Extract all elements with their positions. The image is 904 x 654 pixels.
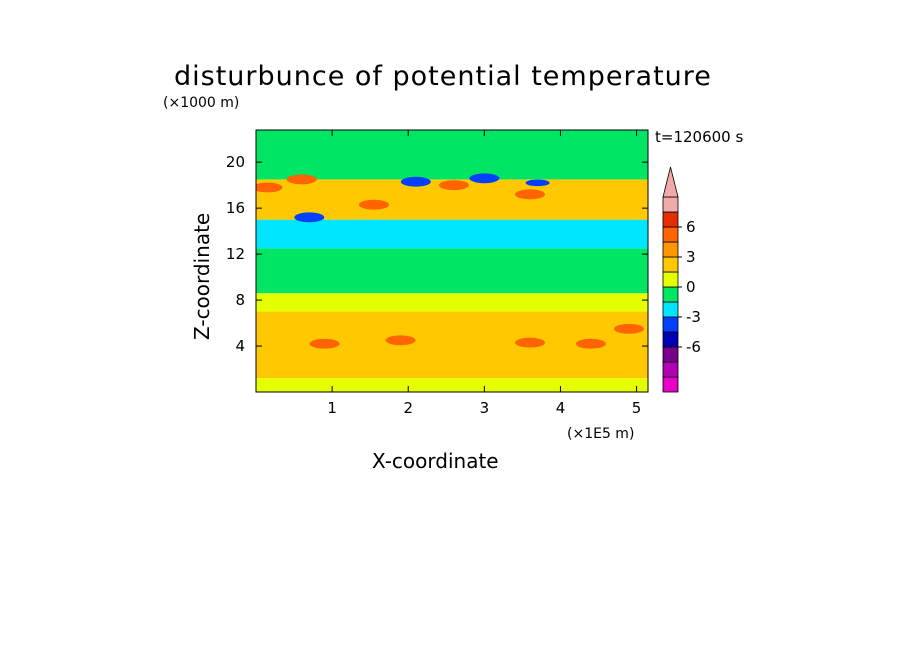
colorbar-swatch — [662, 271, 679, 288]
field-feature-11 — [515, 337, 546, 348]
chart-title: disturbunce of potential temperature — [174, 61, 712, 92]
field-layer-3 — [256, 248, 648, 294]
colorbar-swatch — [662, 241, 679, 258]
colorbar-swatch — [662, 361, 679, 378]
x-tick-label: 1 — [327, 399, 337, 417]
x-tick-label: 2 — [403, 399, 413, 417]
x-axis: 1 2 3 4 5 — [327, 130, 641, 417]
field-feature-13 — [613, 323, 644, 334]
field-feature-1 — [286, 174, 317, 185]
colorbar-swatch — [662, 331, 679, 348]
field-layer-0 — [256, 378, 648, 392]
colorbar-swatch — [662, 346, 679, 363]
x-axis-title: X-coordinate — [372, 449, 499, 473]
field-feature-7 — [294, 212, 325, 223]
time-annotation: t=120600 s — [655, 128, 743, 146]
field-feature-5 — [469, 173, 500, 184]
y-tick-label: 4 — [235, 337, 245, 355]
colorbar: 6 3 0 -3 -6 — [662, 166, 701, 393]
x-tick-label: 5 — [632, 399, 642, 417]
y-unit: (×1000 m) — [163, 95, 239, 111]
colorbar-extend-arrow — [662, 166, 679, 198]
colorbar-label: 3 — [686, 248, 696, 266]
field-feature-8 — [525, 179, 550, 187]
colorbar-label: 6 — [686, 218, 696, 236]
colorbar-label: -6 — [686, 338, 701, 356]
y-axis-title: Z-coordinate — [190, 213, 214, 340]
colorbar-label: 0 — [686, 278, 696, 296]
colorbar-swatch — [662, 316, 679, 333]
colorbar-swatch — [662, 256, 679, 273]
x-tick-label: 4 — [556, 399, 566, 417]
plot-frame — [255, 129, 649, 393]
y-tick-label: 12 — [226, 245, 245, 263]
field-feature-3 — [400, 176, 431, 187]
x-tick-label: 3 — [480, 399, 490, 417]
field-layer-4 — [256, 219, 648, 249]
colorbar-swatch — [662, 196, 679, 213]
field-feature-12 — [575, 338, 606, 349]
colorbar-swatch — [662, 286, 679, 303]
field-layer-6 — [256, 130, 648, 180]
y-axis: 4 8 12 16 20 — [226, 153, 648, 355]
colorbar-swatch — [662, 376, 679, 393]
colorbar-swatch — [662, 226, 679, 243]
field-feature-2 — [358, 199, 389, 210]
y-tick-label: 20 — [226, 153, 245, 171]
colorbar-label: -3 — [686, 308, 701, 326]
plot-area — [256, 130, 648, 392]
y-tick-label: 8 — [235, 291, 245, 309]
field-layer-2 — [256, 293, 648, 312]
field-feature-4 — [438, 180, 469, 191]
field-feature-10 — [385, 335, 416, 346]
colorbar-swatch — [662, 301, 679, 318]
x-unit: (×1E5 m) — [567, 426, 634, 442]
colorbar-swatch — [662, 211, 679, 228]
field-feature-0 — [256, 182, 283, 193]
y-tick-label: 16 — [226, 199, 245, 217]
field-feature-9 — [309, 338, 340, 349]
field-feature-6 — [515, 189, 546, 200]
